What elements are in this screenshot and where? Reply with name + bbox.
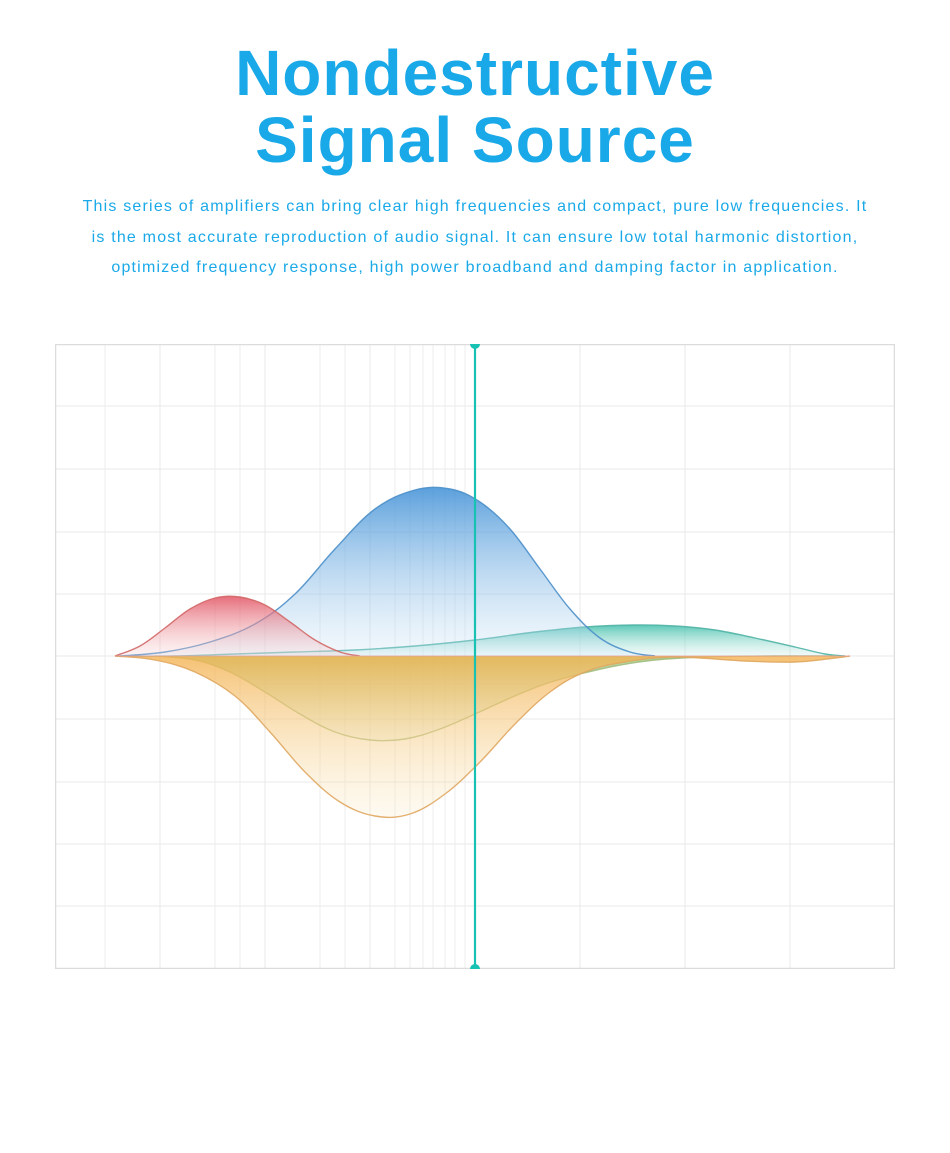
- title-line-1: Nondestructive: [235, 37, 715, 109]
- description-text: This series of amplifiers can bring clea…: [80, 192, 870, 283]
- page-container: Nondestructive Signal Source This series…: [0, 0, 950, 969]
- chart-svg: [55, 344, 895, 969]
- page-title: Nondestructive Signal Source: [55, 40, 895, 174]
- signal-waveform-chart: [55, 344, 895, 969]
- title-line-2: Signal Source: [255, 104, 695, 176]
